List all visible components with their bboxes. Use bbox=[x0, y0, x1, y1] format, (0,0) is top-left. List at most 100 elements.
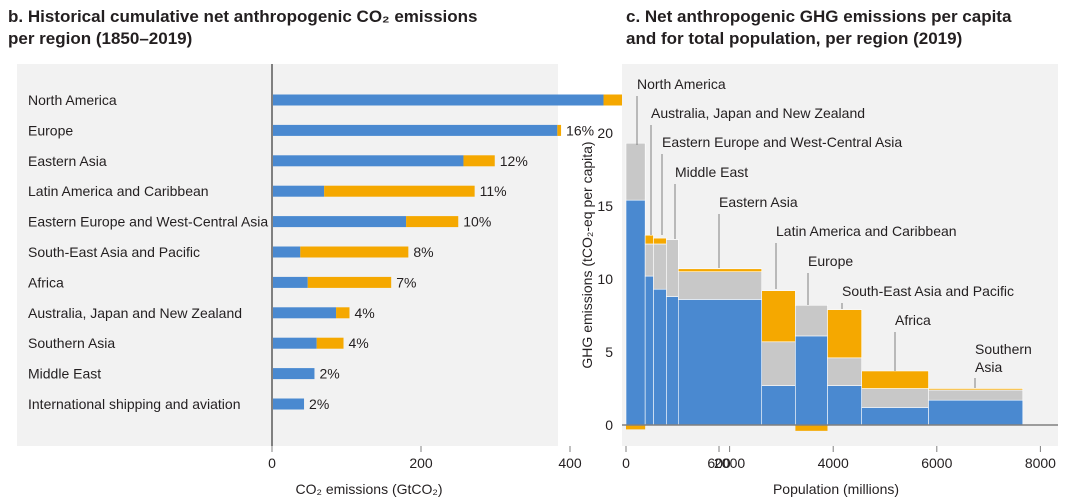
category-label-north-america: North America bbox=[28, 92, 117, 108]
bar-blue-southern-asia bbox=[272, 337, 317, 349]
segment-blue-africa bbox=[861, 407, 929, 426]
x-tick-label-b-200: 200 bbox=[409, 455, 433, 471]
bar-orange-latin-america-and-caribbean bbox=[324, 185, 475, 197]
segment-orange-southern-asia bbox=[928, 388, 1024, 391]
y-tick-label-c-15: 15 bbox=[597, 198, 613, 214]
category-label-latin-america-and-caribbean: Latin America and Caribbean bbox=[28, 183, 209, 199]
x-tick-label-b-400: 400 bbox=[558, 455, 582, 471]
segment-orange-eastern-asia bbox=[678, 268, 763, 272]
segment-gray-south-east-asia-and-pacific bbox=[827, 357, 862, 386]
data-label-europe: 16% bbox=[566, 122, 594, 138]
bar-blue-eastern-europe-and-west-central-asia bbox=[272, 216, 407, 228]
segment-blue-europe bbox=[795, 335, 828, 426]
annotation-eastern-asia: Eastern Asia bbox=[719, 194, 798, 210]
x-tick-label-b-0: 0 bbox=[268, 455, 276, 471]
y-tick-label-c-5: 5 bbox=[605, 344, 613, 360]
segment-gray-australia-japan-and-new-zealand bbox=[644, 243, 654, 277]
annotation-asia: Asia bbox=[975, 359, 1002, 375]
y-axis-title-c: GHG emissions (tCO₂-eq per capita) bbox=[579, 141, 595, 368]
category-label-south-east-asia-and-pacific: South-East Asia and Pacific bbox=[28, 244, 200, 260]
x-tick-label-c-0: 0 bbox=[622, 455, 630, 471]
y-tick-label-c-10: 10 bbox=[597, 271, 613, 287]
panel-c-chart: 0 5 10 15 20 0 2000 4000 6000 8000 Population (mil… bbox=[579, 64, 1058, 497]
annotation-eastern-europe-and-west-central-asia: Eastern Europe and West-Central Asia bbox=[662, 134, 902, 150]
segment-blue-eastern-europe-and-west-central-asia bbox=[653, 288, 667, 426]
data-label-africa: 7% bbox=[396, 274, 416, 290]
bar-orange-europe bbox=[557, 124, 562, 136]
bar-orange-africa bbox=[307, 276, 392, 288]
panel-b-title-line2: per region (1850–2019) bbox=[8, 29, 193, 48]
category-label-eastern-europe-and-west-central-asia: Eastern Europe and West-Central Asia bbox=[28, 214, 268, 230]
segment-orange-south-east-asia-and-pacific bbox=[827, 309, 862, 359]
segment-blue-latin-america-and-caribbean bbox=[761, 385, 796, 426]
panel-b-title-line1: b. Historical cumulative net anthropogen… bbox=[8, 7, 478, 26]
annotation-australia-japan-and-new-zealand: Australia, Japan and New Zealand bbox=[651, 105, 865, 121]
segment-gray-africa bbox=[861, 388, 929, 408]
panel-c-title-line1: c. Net anthropogenic GHG emissions per c… bbox=[626, 7, 1012, 26]
x-tick-label-c-4000: 4000 bbox=[818, 455, 849, 471]
data-label-south-east-asia-and-pacific: 8% bbox=[413, 244, 433, 260]
panel-b-title: b. Historical cumulative net anthropogen… bbox=[8, 6, 508, 50]
segment-blue-eastern-asia bbox=[678, 299, 763, 426]
panel-c-title-line2: and for total population, per region (20… bbox=[626, 29, 963, 48]
bar-orange-eastern-europe-and-west-central-asia bbox=[406, 216, 459, 228]
bar-orange-south-east-asia-and-pacific bbox=[300, 246, 409, 258]
category-label-international-shipping-and-aviation: International shipping and aviation bbox=[28, 396, 241, 412]
annotation-south-east-asia-and-pacific: South-East Asia and Pacific bbox=[842, 283, 1014, 299]
segment-orange-negative-europe bbox=[795, 425, 828, 431]
segment-blue-south-east-asia-and-pacific bbox=[827, 385, 862, 426]
segment-gray-latin-america-and-caribbean bbox=[761, 341, 796, 386]
panel-c-title: c. Net anthropogenic GHG emissions per c… bbox=[626, 6, 1066, 50]
annotation-middle-east: Middle East bbox=[675, 164, 748, 180]
bar-blue-eastern-asia bbox=[272, 155, 464, 167]
bar-blue-middle-east bbox=[272, 368, 315, 380]
segment-orange-eastern-europe-and-west-central-asia bbox=[653, 237, 667, 245]
data-label-international-shipping-and-aviation: 2% bbox=[309, 396, 329, 412]
bar-blue-australia-japan-and-new-zealand bbox=[272, 307, 337, 319]
segment-blue-southern-asia bbox=[928, 399, 1024, 426]
data-label-southern-asia: 4% bbox=[349, 335, 369, 351]
segment-gray-europe bbox=[795, 304, 828, 337]
segment-orange-africa bbox=[861, 370, 929, 389]
x-tick-label-c-8000: 8000 bbox=[1025, 455, 1056, 471]
segment-gray-eastern-asia bbox=[678, 271, 763, 300]
data-label-latin-america-and-caribbean: 11% bbox=[480, 183, 507, 199]
data-label-eastern-europe-and-west-central-asia: 10% bbox=[463, 214, 491, 230]
segment-gray-middle-east bbox=[666, 239, 679, 297]
bar-orange-eastern-asia bbox=[463, 155, 495, 167]
segment-blue-middle-east bbox=[666, 296, 679, 426]
segment-orange-latin-america-and-caribbean bbox=[761, 290, 796, 343]
category-label-middle-east: Middle East bbox=[28, 366, 101, 382]
x-tick-label-c-2000: 2000 bbox=[714, 455, 745, 471]
category-label-australia-japan-and-new-zealand: Australia, Japan and New Zealand bbox=[28, 305, 242, 321]
bar-blue-north-america bbox=[272, 94, 604, 106]
segment-gray-eastern-europe-and-west-central-asia bbox=[653, 243, 667, 290]
x-tick-label-c-6000: 6000 bbox=[921, 455, 952, 471]
annotation-southern: Southern bbox=[975, 341, 1032, 357]
annotation-latin-america-and-caribbean: Latin America and Caribbean bbox=[776, 223, 957, 239]
bar-blue-international-shipping-and-aviation bbox=[272, 398, 305, 410]
segment-gray-north-america bbox=[625, 142, 646, 201]
y-tick-label-c-0: 0 bbox=[605, 417, 613, 433]
bar-orange-australia-japan-and-new-zealand bbox=[336, 307, 350, 319]
annotation-africa: Africa bbox=[895, 312, 931, 328]
segment-orange-negative-north-america bbox=[626, 425, 646, 430]
segment-orange-australia-japan-and-new-zealand bbox=[644, 234, 654, 245]
data-label-middle-east: 2% bbox=[319, 366, 339, 382]
category-label-europe: Europe bbox=[28, 122, 73, 138]
x-tick-label-b-600: 600 bbox=[707, 455, 731, 471]
bar-blue-south-east-asia-and-pacific bbox=[272, 246, 301, 258]
category-label-eastern-asia: Eastern Asia bbox=[28, 153, 107, 169]
segment-gray-southern-asia bbox=[928, 389, 1024, 401]
x-axis-title-c: Population (millions) bbox=[773, 481, 899, 497]
bar-orange-southern-asia bbox=[316, 337, 344, 349]
annotation-europe: Europe bbox=[808, 253, 853, 269]
y-tick-label-c-20: 20 bbox=[597, 125, 613, 141]
category-label-southern-asia: Southern Asia bbox=[28, 335, 115, 351]
annotation-north-america: North America bbox=[637, 76, 726, 92]
data-label-eastern-asia: 12% bbox=[500, 153, 528, 169]
category-label-africa: Africa bbox=[28, 274, 64, 290]
data-label-australia-japan-and-new-zealand: 4% bbox=[354, 305, 374, 321]
bar-blue-europe bbox=[272, 124, 558, 136]
